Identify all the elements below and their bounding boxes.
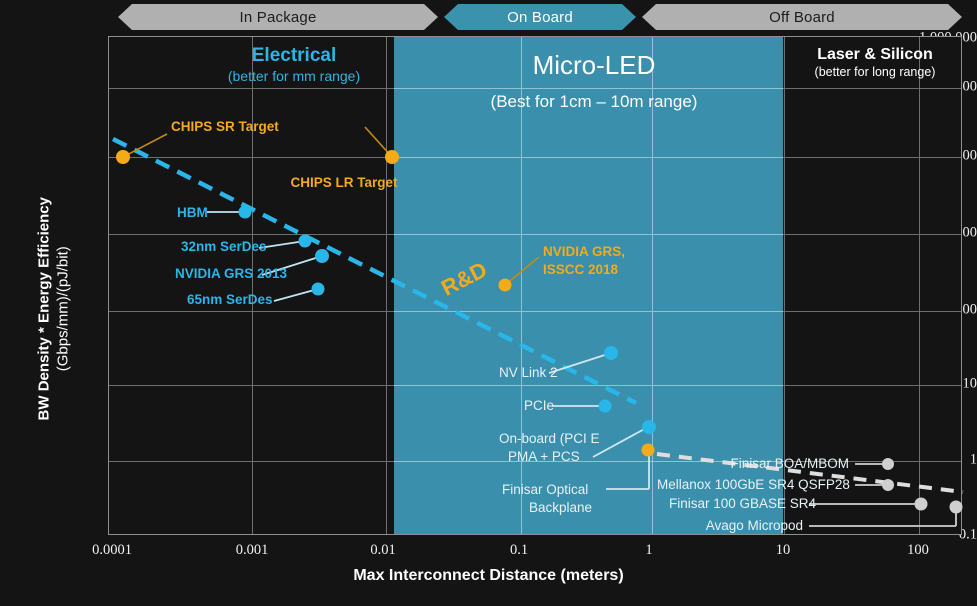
label-finisar-sr4: Finisar 100 GBASE SR4 (669, 496, 817, 511)
leader-chips-sr (122, 133, 168, 158)
region-title: Electrical (251, 45, 337, 66)
x-tick: 0.01 (370, 542, 396, 558)
label-chips-sr: CHIPS SR Target (171, 119, 279, 134)
plot-area: Electrical (better for mm range) Micro-L… (108, 36, 964, 535)
data-point-mellanox[interactable] (882, 479, 894, 491)
region-subtitle: (better for long range) (814, 65, 936, 80)
gridline-h-onband (394, 385, 783, 386)
data-point-nvlink2[interactable] (604, 346, 618, 360)
data-point-finisar-backplane[interactable] (641, 443, 655, 457)
label-65nm-serdes: 65nm SerDes (187, 292, 273, 307)
gridline-v (652, 37, 653, 534)
banner-label: On Board (507, 8, 573, 26)
label-pcie: PCIe (524, 398, 555, 413)
data-point-finisar-sr4[interactable] (914, 497, 928, 511)
y-axis-title-line2: (Gbps/mm)/(pJ/bit) (54, 246, 71, 372)
gridline-h-onband (394, 157, 783, 158)
banner-label: Off Board (769, 8, 835, 26)
x-tick: 10 (775, 542, 791, 558)
banner-label: In Package (239, 8, 317, 26)
label-chips-lr: CHIPS LR Target (290, 175, 398, 190)
label-avago: Avago Micropod (705, 518, 803, 533)
label-onboard-line2: PMA + PCS (508, 449, 580, 464)
region-title: Micro-LED (532, 50, 656, 80)
label-finisar-backplane-line1: Finisar Optical (502, 482, 589, 497)
data-point-pcie[interactable] (598, 399, 612, 413)
gridline-h-onband (394, 461, 783, 462)
x-axis-title: Max Interconnect Distance (meters) (353, 567, 624, 584)
gridline-v (252, 37, 253, 534)
y-tick: 0.1 (958, 526, 977, 543)
label-nvidia-isscc-line2: ISSCC 2018 (543, 262, 619, 277)
data-point-nvidia-isscc[interactable] (498, 278, 512, 292)
data-point-32nm-serdes[interactable] (298, 234, 312, 248)
label-nvlink2: NV Link 2 (499, 365, 558, 380)
data-point-hbm[interactable] (238, 205, 252, 219)
label-hbm: HBM (177, 205, 208, 220)
region-subtitle: (better for mm range) (227, 67, 361, 84)
data-point-65nm-serdes[interactable] (311, 282, 325, 296)
banner-in-package: In Package (118, 4, 438, 30)
gridline-h-onband (394, 311, 783, 312)
banner-on-board: On Board (444, 4, 636, 30)
data-point-chips-lr[interactable] (385, 150, 399, 164)
y-tick: 1 (969, 451, 977, 468)
data-point-finisar-boa[interactable] (882, 458, 894, 470)
label-mellanox: Mellanox 100GbE SR4 QSFP28 (657, 477, 850, 492)
y-axis-title-line1: BW Density * Energy Efficiency (35, 197, 53, 421)
banner-off-board: Off Board (642, 4, 962, 30)
data-point-chips-sr[interactable] (116, 150, 130, 164)
gridline-v (784, 37, 785, 534)
data-point-avago[interactable] (949, 500, 963, 514)
label-onboard-line1: On-board (PCI E (499, 431, 600, 446)
gridline-h-onband (394, 234, 783, 235)
data-point-nvidia-grs-2013[interactable] (315, 249, 329, 263)
gridline-h-onband (394, 88, 783, 89)
data-point-onboard-pcie[interactable] (642, 420, 656, 434)
label-nvidia-isscc-line1: NVIDIA GRS, (543, 244, 626, 259)
y-tick: 10 (962, 375, 977, 392)
x-tick: 0.1 (509, 542, 529, 558)
region-heading-laser-silicon: Laser & Silicon (better for long range) (787, 46, 963, 81)
label-finisar-backplane-line2: Backplane (529, 500, 593, 515)
x-tick: 0.0001 (92, 542, 132, 558)
label-grs-2013: NVIDIA GRS 2013 (175, 266, 288, 281)
region-subtitle: (Best for 1cm – 10m range) (490, 91, 698, 111)
label-finisar-boa: Finisar BOA/MBOM (730, 456, 849, 471)
gridline-v (386, 37, 387, 534)
y-axis-title: BW Density * Energy Efficiency (Gbps/mm)… (35, 159, 73, 459)
x-tick: 1 (645, 542, 653, 558)
region-heading-microled: Micro-LED (Best for 1cm – 10m range) (399, 50, 789, 113)
region-heading-electrical: Electrical (better for mm range) (149, 45, 439, 85)
label-32nm-serdes: 32nm SerDes (181, 239, 267, 254)
gridline-v (919, 37, 920, 534)
region-title: Laser & Silicon (817, 46, 933, 63)
x-tick: 0.001 (235, 542, 269, 558)
x-tick: 100 (907, 542, 929, 558)
